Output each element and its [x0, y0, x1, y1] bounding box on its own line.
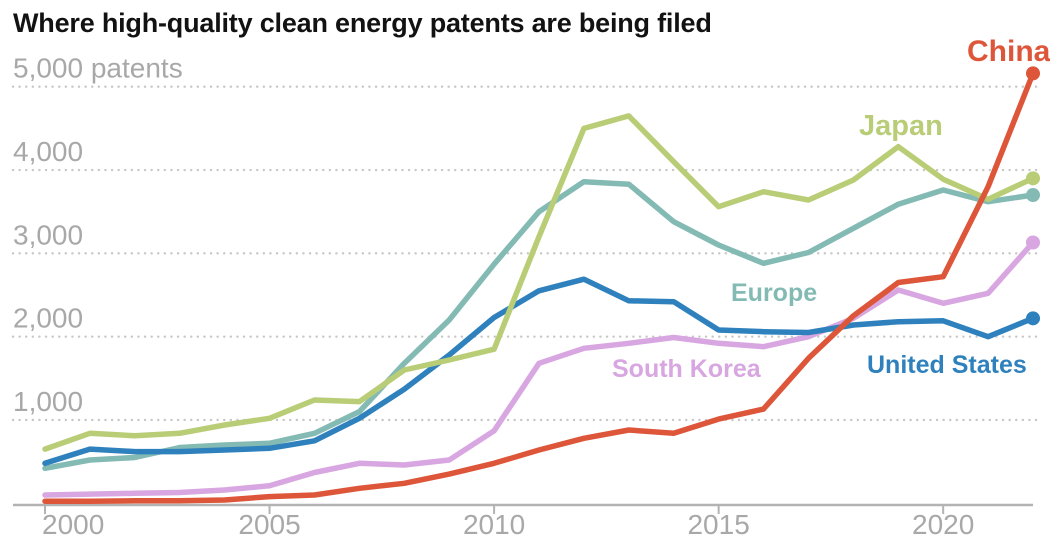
y-axis-label-3000: 3,000 [13, 219, 83, 250]
x-axis-label-2005: 2005 [238, 509, 300, 540]
united-states-series-label: United States [867, 351, 1027, 379]
japan-end-dot [1026, 171, 1040, 186]
y-axis-label-5000: 5,000 patents [13, 53, 183, 84]
europe-line [42, 178, 1036, 472]
europe-series-label: Europe [731, 279, 817, 307]
y-axis-label-2000: 2,000 [13, 303, 83, 334]
china-series-label: China [967, 35, 1050, 68]
x-axis-label-2020: 2020 [912, 509, 974, 540]
south-korea-series-label: South Korea [612, 355, 762, 383]
x-axis-label-2010: 2010 [463, 509, 525, 540]
south-korea-end-dot [1026, 235, 1040, 250]
y-axis-label-1000: 1,000 [13, 386, 83, 417]
united-states-line [42, 276, 1036, 467]
x-axis-label-2000: 2000 [42, 509, 104, 540]
china-end-dot [1026, 66, 1040, 81]
japan-series-label: Japan [859, 110, 943, 142]
europe-end-dot [1026, 188, 1040, 203]
japan-line [42, 113, 1036, 452]
y-axis-label-4000: 4,000 [13, 136, 83, 167]
chart-title: Where high-quality clean energy patents … [13, 8, 712, 38]
south-korea-line [42, 239, 1036, 498]
united-states-end-dot [1026, 311, 1040, 326]
china-line [42, 70, 1036, 504]
x-axis-label-2015: 2015 [687, 509, 749, 540]
